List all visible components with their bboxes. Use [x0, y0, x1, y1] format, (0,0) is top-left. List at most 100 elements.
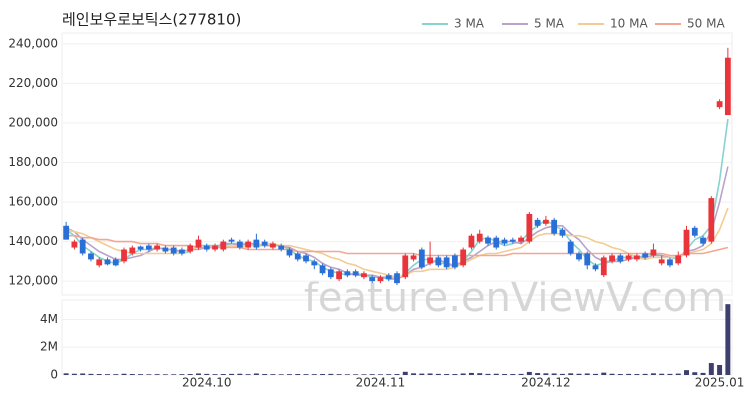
- candle-body: [137, 246, 144, 250]
- candle-body: [327, 269, 334, 278]
- legend-label: 3 MA: [454, 17, 485, 31]
- y-tick-label: 2M: [40, 340, 58, 354]
- volume-bar: [328, 373, 334, 375]
- volume-bar: [353, 374, 359, 375]
- candle-body: [129, 247, 136, 254]
- volume-bar: [543, 373, 549, 375]
- candle-body: [187, 245, 194, 252]
- volume-bar: [601, 372, 607, 375]
- y-tick-label: 200,000: [8, 115, 58, 129]
- legend-label: 10 MA: [610, 17, 648, 31]
- candle-body: [617, 255, 624, 262]
- volume-bar: [320, 374, 326, 375]
- candle-body: [270, 243, 276, 248]
- candle-body: [311, 261, 318, 266]
- volume-bar: [659, 373, 665, 375]
- volume-bar: [286, 374, 292, 375]
- volume-bar: [162, 374, 168, 375]
- candle-body: [658, 259, 665, 264]
- volume-bar: [402, 371, 408, 375]
- candle-body: [600, 257, 607, 276]
- candle-body: [443, 257, 450, 268]
- candle-body: [675, 255, 682, 264]
- volume-bar: [510, 374, 516, 375]
- candle-body: [691, 227, 698, 236]
- candle-body: [261, 241, 268, 246]
- volume-bar: [667, 373, 673, 375]
- candle-body: [551, 219, 558, 234]
- volume-bar: [377, 374, 383, 375]
- candle-body: [584, 253, 591, 266]
- volume-bar: [444, 374, 450, 375]
- volume-bar: [419, 373, 425, 375]
- volume-bar: [692, 372, 698, 375]
- candle-body: [592, 265, 599, 270]
- candle-body: [278, 245, 285, 250]
- candle-body: [394, 273, 400, 284]
- volume-bar: [551, 373, 557, 375]
- volume-bar: [684, 370, 689, 375]
- candle-body: [63, 225, 70, 240]
- candle-body: [642, 253, 649, 258]
- volume-bar: [634, 374, 640, 375]
- volume-bar: [336, 374, 342, 375]
- candle-body: [96, 259, 103, 266]
- chart-title: 레인보우로보틱스(277810): [62, 11, 241, 29]
- volume-bar: [526, 371, 532, 375]
- candle-body: [534, 219, 541, 226]
- y-tick-label: 180,000: [8, 155, 58, 169]
- volume-bar: [237, 373, 243, 375]
- candle-body: [493, 237, 500, 248]
- volume-bar: [502, 374, 508, 375]
- candle-body: [104, 259, 111, 265]
- y-tick-label: 160,000: [8, 195, 58, 209]
- volume-bar: [427, 373, 433, 375]
- volume-bar: [576, 373, 582, 375]
- volume-bar: [113, 374, 119, 375]
- volume-bar: [204, 373, 210, 375]
- legend-label: 5 MA: [534, 17, 565, 31]
- x-tick-label: 2024.11: [356, 376, 406, 390]
- volume-bar: [559, 373, 565, 375]
- candle-body: [245, 241, 252, 248]
- candle-body: [121, 249, 127, 262]
- volume-bar: [146, 374, 152, 375]
- candle-body: [567, 241, 574, 254]
- candle-body: [509, 239, 516, 242]
- candle-body: [559, 229, 566, 236]
- volume-bar: [129, 374, 135, 375]
- candle-body: [385, 275, 392, 280]
- candle-body: [435, 257, 442, 266]
- volume-bar: [477, 373, 483, 375]
- volume-bar: [88, 373, 94, 375]
- candle-body: [162, 247, 169, 252]
- volume-bar: [411, 373, 417, 375]
- candle-body: [716, 101, 723, 108]
- y-tick-label: 4M: [40, 312, 58, 326]
- candle-body: [633, 255, 640, 260]
- volume-bar: [452, 374, 458, 375]
- candle-body: [418, 249, 425, 268]
- volume-bar: [386, 374, 392, 375]
- volume-bar: [485, 373, 491, 375]
- volume-bar: [593, 373, 598, 375]
- volume-bar: [435, 373, 441, 375]
- x-tick-label: 2024.12: [521, 376, 571, 390]
- candle-body: [609, 255, 615, 262]
- volume-bar: [196, 373, 201, 375]
- y-tick-label: 140,000: [8, 234, 58, 248]
- y-tick-label: 240,000: [8, 36, 58, 50]
- candle-body: [170, 247, 177, 254]
- candle-body: [410, 255, 417, 260]
- candle-body: [708, 198, 715, 242]
- volume-bar: [361, 374, 367, 375]
- candle-body: [228, 239, 235, 242]
- volume-bar: [518, 373, 524, 375]
- candle-body: [724, 57, 731, 116]
- volume-bar: [568, 373, 574, 375]
- candle-body: [518, 237, 524, 242]
- candle-body: [294, 253, 301, 260]
- candle-body: [212, 245, 218, 250]
- volume-bar: [245, 374, 251, 375]
